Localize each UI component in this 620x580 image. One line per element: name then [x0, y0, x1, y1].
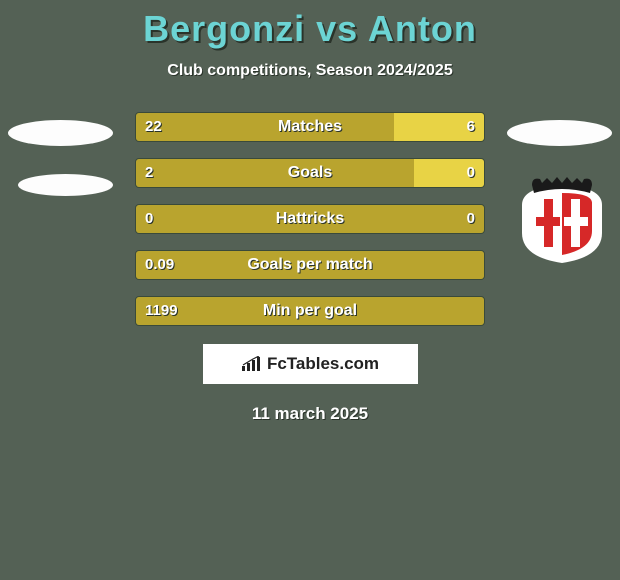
subtitle: Club competitions, Season 2024/2025: [0, 62, 620, 80]
brand-chart-icon: [241, 356, 261, 372]
stat-row: 1199Min per goal: [135, 296, 485, 326]
stat-value-right: 6: [467, 112, 475, 142]
stat-value-right: 0: [467, 204, 475, 234]
stat-label: Matches: [135, 112, 485, 142]
brand-box: FcTables.com: [203, 344, 418, 384]
brand-text: FcTables.com: [267, 354, 379, 374]
stat-row: 22Matches6: [135, 112, 485, 142]
stat-value-right: 0: [467, 158, 475, 188]
stat-row: 0Hattricks0: [135, 204, 485, 234]
stat-bars: 22Matches62Goals00Hattricks00.09Goals pe…: [0, 112, 620, 326]
stat-label: Goals per match: [135, 250, 485, 280]
date-label: 11 march 2025: [0, 404, 620, 424]
stat-row: 2Goals0: [135, 158, 485, 188]
stat-row: 0.09Goals per match: [135, 250, 485, 280]
stat-label: Min per goal: [135, 296, 485, 326]
stat-label: Hattricks: [135, 204, 485, 234]
page-title: Bergonzi vs Anton: [0, 0, 620, 50]
stat-label: Goals: [135, 158, 485, 188]
